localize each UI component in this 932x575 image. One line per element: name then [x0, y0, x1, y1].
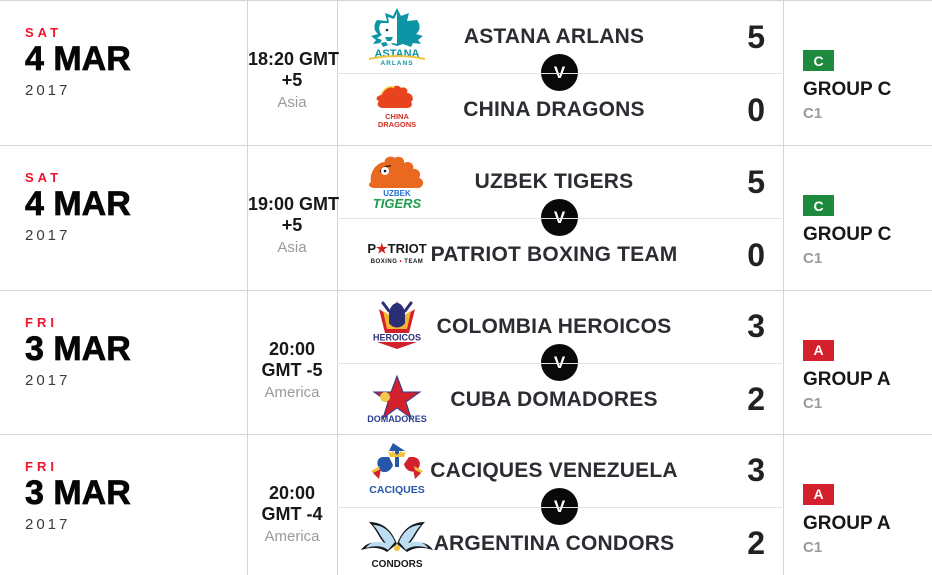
svg-text:P★TRIOT: P★TRIOT — [367, 241, 426, 256]
svg-text:HEROICOS: HEROICOS — [373, 332, 421, 342]
svg-text:ASTANA: ASTANA — [374, 48, 419, 60]
svg-text:DOMADORES: DOMADORES — [367, 414, 427, 424]
svg-text:CACIQUES: CACIQUES — [369, 484, 424, 496]
svg-text:TIGERS: TIGERS — [373, 196, 422, 211]
svg-text:BOXING • TEAM: BOXING • TEAM — [371, 259, 424, 265]
svg-text:CONDORS: CONDORS — [371, 559, 422, 570]
svg-text:DRAGONS: DRAGONS — [378, 120, 416, 129]
svg-text:ARLANS: ARLANS — [380, 60, 413, 67]
